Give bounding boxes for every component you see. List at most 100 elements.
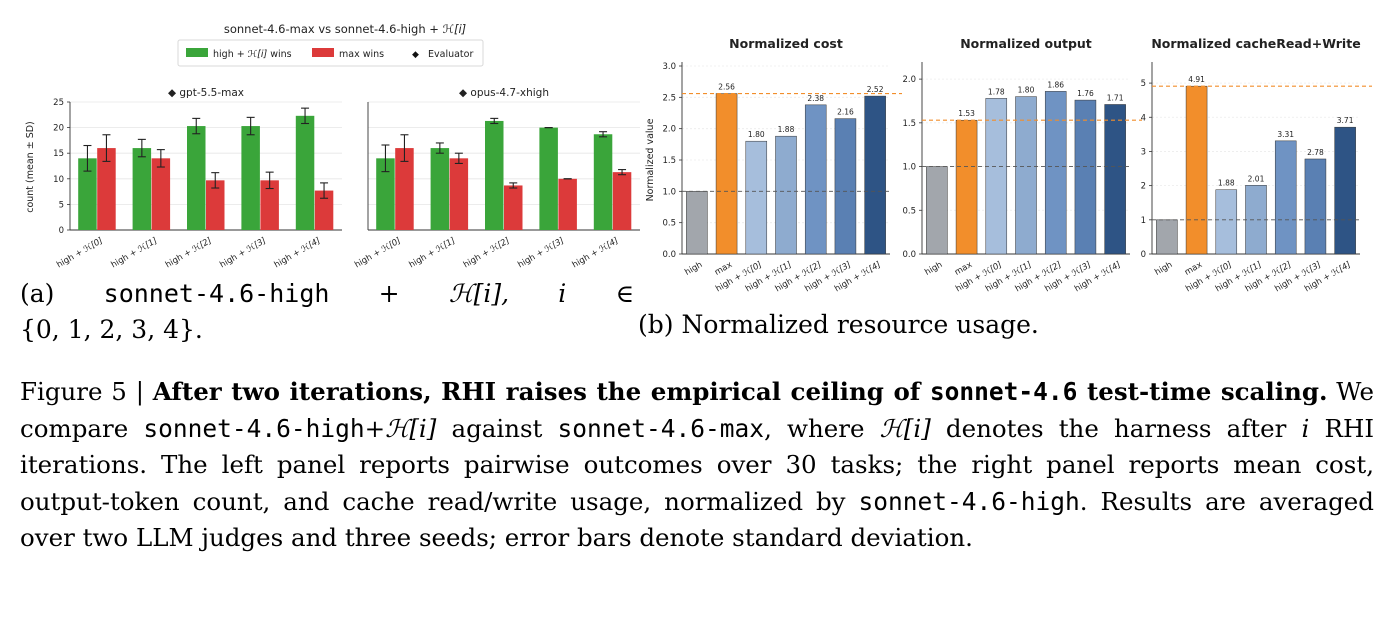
bar: [1245, 185, 1267, 255]
y-tick-label: 1.5: [902, 119, 916, 129]
data-label: 1.78: [988, 87, 1005, 96]
y-tick-label: 0.0: [902, 250, 916, 260]
x-tick-label: high + ℋ[4]: [273, 236, 323, 270]
y-tick-label: 4: [1141, 113, 1146, 123]
bar-wins-max: [206, 180, 225, 230]
x-tick-label: high + ℋ[1]: [407, 236, 457, 270]
legend-green-label: high + ℋ[i] wins: [213, 49, 292, 60]
subcaption-a-code: sonnet-4.6-high: [103, 279, 330, 308]
data-label: 2.01: [1248, 174, 1265, 183]
bar-wins-harness: [78, 158, 97, 230]
pairwise-outcome-figure: sonnet-4.6-max vs sonnet-4.6-high + ℋ[i]…: [25, 22, 640, 270]
bar-wins-max: [151, 158, 171, 230]
y-tick-label: 2: [1141, 182, 1146, 192]
bar-wins-harness: [187, 126, 206, 230]
left-legend: high + ℋ[i] wins max wins ◆ Evaluator: [177, 39, 484, 67]
data-label: 1.71: [1107, 93, 1124, 102]
y-tick-label: 0.0: [662, 250, 676, 260]
y-tick-label: 2.0: [662, 125, 676, 135]
bar: [1334, 126, 1356, 255]
y-tick-label: 0.5: [662, 219, 676, 229]
figure-caption: Figure 5 | After two iterations, RHI rai…: [20, 377, 1374, 552]
x-tick-label: high: [923, 260, 944, 278]
resource-usage-figure: Normalized value Normalized cost 0.0 0.5 1.…: [645, 36, 1372, 294]
data-label: 2.16: [837, 108, 854, 117]
bar-wins-harness: [241, 126, 260, 230]
bar: [1074, 99, 1097, 255]
data-label: 4.91: [1188, 75, 1205, 84]
subcaption-a-h: ℋ[i],: [448, 279, 510, 308]
data-label: 1.76: [1077, 89, 1094, 98]
y-tick-label: 5: [1141, 79, 1146, 89]
subcaption-a-plus: +: [378, 279, 400, 308]
subcaption-a-set: {0, 1, 2, 3, 4}.: [20, 315, 203, 344]
y-tick-label: 1.0: [902, 163, 916, 173]
panel-title: Normalized output: [960, 36, 1092, 51]
bar-wins-max: [558, 178, 577, 230]
data-label: 2.38: [807, 94, 824, 103]
y-tick-label: 2.5: [662, 93, 676, 103]
caption-bold: After two iterations, RHI raises the emp…: [152, 377, 1328, 406]
bar-wins-harness: [132, 148, 152, 230]
y-tick-label: 15: [53, 149, 64, 159]
x-tick-label: high + ℋ[2]: [462, 236, 512, 270]
x-tick-label: high: [683, 260, 704, 278]
subcaption-a: (a) sonnet-4.6-high + ℋ[i], i ∈ {0, 1, 2…: [20, 276, 634, 348]
legend-evaluator-symbol: ◆: [412, 50, 419, 60]
y-tick-label: 5: [59, 200, 64, 210]
data-label: 3.71: [1337, 116, 1354, 125]
bar: [715, 93, 738, 255]
caption-code-3: sonnet-4.6-high: [858, 486, 1080, 516]
x-tick-label: high + ℋ[4]: [571, 236, 621, 270]
left-ylabel: count (mean ± SD): [25, 121, 36, 213]
bar: [775, 135, 797, 255]
y-tick-label: 1.5: [662, 156, 676, 166]
bar: [686, 191, 708, 255]
y-tick-label: 3: [1141, 147, 1146, 157]
panel-title: Normalized cost: [729, 36, 843, 51]
bar: [985, 98, 1008, 255]
legend-swatch-red: [312, 48, 334, 57]
bar: [1304, 158, 1327, 255]
bar-wins-harness: [485, 120, 504, 230]
bar: [834, 118, 857, 255]
caption-bold-code: sonnet-4.6: [929, 377, 1078, 406]
bar-wins-max: [314, 190, 334, 230]
x-tick-label: high + ℋ[2]: [164, 236, 214, 270]
data-label: 2.52: [867, 85, 884, 94]
subcaption-a-label: (a): [20, 279, 55, 308]
bar-wins-harness: [593, 134, 613, 230]
subcaption-a-i: i: [558, 279, 567, 308]
bar-wins-max: [97, 148, 116, 230]
y-tick-label: 1: [1141, 216, 1146, 226]
bar-wins-max: [449, 158, 469, 230]
data-label: 1.80: [1018, 86, 1035, 95]
bar: [1215, 189, 1238, 255]
panel-normalized-output: Normalized output 0.0 0.5 1.0 1.5 2.0 high 1.53…: [902, 36, 1142, 294]
data-label: 1.80: [748, 130, 765, 139]
legend-evaluator-label: Evaluator: [428, 49, 473, 60]
y-tick-label: 1.0: [662, 187, 676, 197]
subcaption-a-in: ∈: [615, 279, 634, 308]
bar-wins-max: [260, 180, 279, 230]
data-label: 2.78: [1307, 148, 1324, 157]
panel-normalized-cache: Normalized cacheRead+Write 0 1 2 3 4 5 high 4.91…: [1141, 36, 1372, 294]
bar: [1274, 140, 1297, 255]
x-tick-label: high + ℋ[1]: [109, 236, 159, 270]
bar: [955, 119, 978, 255]
panel-normalized-cost: Normalized cost 0.0 0.5 1.0 1.5 2.0 2.5 3.0 high…: [662, 36, 902, 294]
data-label: 3.31: [1277, 130, 1294, 139]
bar-wins-max: [504, 185, 523, 230]
bar-wins-harness: [295, 115, 315, 230]
data-label: 1.86: [1047, 80, 1064, 89]
y-tick-label: 10: [53, 175, 64, 185]
bar: [926, 166, 948, 255]
bar: [745, 140, 768, 255]
subcaption-b: (b) Normalized resource usage.: [638, 310, 1039, 339]
y-tick-label: 2.0: [902, 75, 916, 85]
bar-wins-max: [395, 148, 414, 230]
y-tick-label: 0: [59, 226, 64, 236]
bar: [1104, 104, 1126, 255]
